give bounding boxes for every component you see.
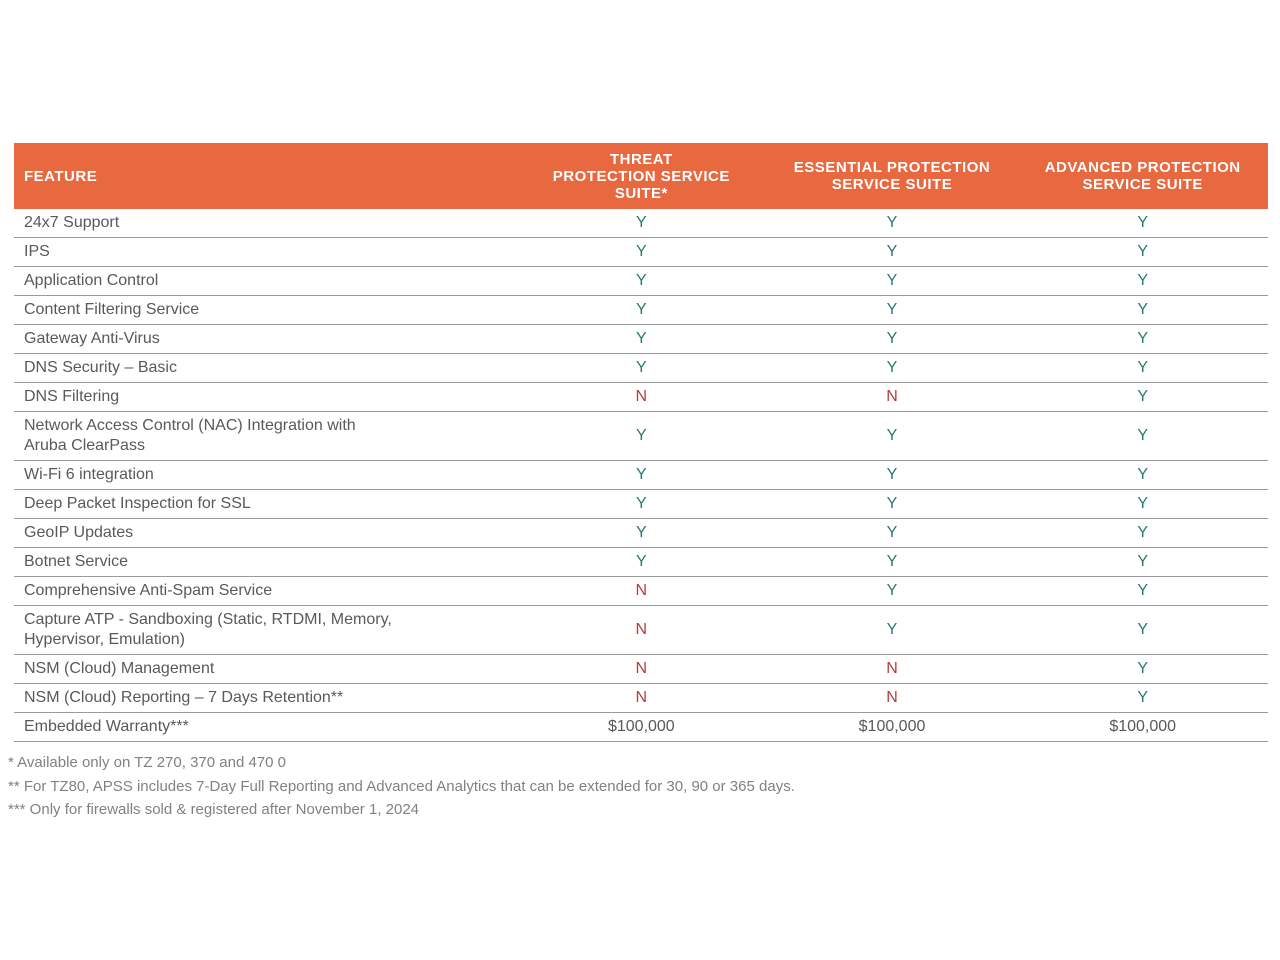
feature-cell: Deep Packet Inspection for SSL — [24, 495, 251, 512]
table-row: DNS Security – Basic Y Y Y — [14, 354, 1268, 383]
feature-cell: DNS Security – Basic — [24, 359, 177, 376]
value-cell: N — [635, 582, 648, 599]
value-cell: Y — [1137, 301, 1149, 318]
feature-cell: GeoIP Updates — [24, 524, 134, 541]
value-cell: $100,000 — [1109, 718, 1177, 735]
feature-cell: Embedded Warranty*** — [24, 718, 189, 735]
value-cell: Y — [1137, 689, 1149, 706]
header-advanced-protection-suite: ADVANCED PROTECTION SERVICE SUITE — [1044, 159, 1241, 193]
header-feature: FEATURE — [24, 167, 98, 185]
feature-cell: Wi-Fi 6 integration — [24, 466, 154, 483]
footnote-3: *** Only for firewalls sold & registered… — [8, 801, 420, 818]
table-body: 24x7 Support Y Y Y IPS Y Y Y Application… — [14, 209, 1268, 742]
value-cell: Y — [886, 359, 898, 376]
header-essential-protection-suite: ESSENTIAL PROTECTION SERVICE SUITE — [793, 159, 991, 193]
feature-cell: DNS Filtering — [24, 388, 120, 405]
value-cell: Y — [1137, 214, 1149, 231]
value-cell: Y — [636, 272, 647, 289]
value-cell: Y — [636, 243, 647, 260]
value-cell: Y — [636, 301, 647, 318]
value-cell: Y — [1137, 388, 1149, 405]
feature-cell: NSM (Cloud) Reporting – 7 Days Retention… — [24, 689, 344, 706]
table-row: Capture ATP - Sandboxing (Static, RTDMI,… — [14, 606, 1268, 655]
value-cell: Y — [886, 524, 898, 541]
value-cell: N — [635, 660, 648, 677]
value-cell: Y — [636, 427, 647, 444]
table-row: DNS Filtering N N Y — [14, 383, 1268, 412]
footnote-2: ** For TZ80, APSS includes 7-Day Full Re… — [8, 777, 795, 795]
table-row: GeoIP Updates Y Y Y — [14, 519, 1268, 548]
footnote-1: * Available only on TZ 270, 370 and 470 … — [8, 754, 286, 771]
feature-cell: IPS — [24, 243, 50, 260]
table-row: IPS Y Y Y — [14, 238, 1268, 267]
value-cell: N — [886, 660, 898, 677]
value-cell: N — [635, 689, 648, 706]
value-cell: Y — [1137, 621, 1149, 638]
value-cell: Y — [636, 466, 647, 483]
value-cell: Y — [636, 524, 647, 541]
value-cell: Y — [886, 243, 898, 260]
value-cell: Y — [886, 301, 898, 318]
table-row: 24x7 Support Y Y Y — [14, 209, 1268, 238]
feature-cell: Gateway Anti-Virus — [24, 330, 160, 347]
value-cell: $100,000 — [858, 718, 926, 735]
feature-cell: Network Access Control (NAC) Integration… — [24, 417, 356, 454]
value-cell: Y — [886, 330, 898, 347]
value-cell: Y — [1137, 359, 1149, 376]
table-row: Deep Packet Inspection for SSL Y Y Y — [14, 490, 1268, 519]
value-cell: Y — [1137, 660, 1149, 677]
value-cell: Y — [886, 582, 898, 599]
value-cell: Y — [886, 621, 898, 638]
table-row: Embedded Warranty*** $100,000 $100,000 $… — [14, 713, 1268, 742]
value-cell: Y — [886, 427, 898, 444]
table-row: Network Access Control (NAC) Integration… — [14, 412, 1268, 461]
value-cell: Y — [1137, 582, 1149, 599]
feature-cell: 24x7 Support — [24, 214, 120, 231]
value-cell: N — [635, 621, 648, 638]
table-row: Application Control Y Y Y — [14, 267, 1268, 296]
value-cell: Y — [886, 495, 898, 512]
value-cell: Y — [1137, 243, 1149, 260]
feature-cell: Application Control — [24, 272, 159, 289]
value-cell: Y — [886, 214, 898, 231]
value-cell: Y — [1137, 330, 1149, 347]
value-cell: Y — [1137, 466, 1149, 483]
feature-cell: Comprehensive Anti-Spam Service — [24, 582, 273, 599]
value-cell: Y — [636, 330, 647, 347]
value-cell: N — [635, 388, 648, 405]
feature-cell: Capture ATP - Sandboxing (Static, RTDMI,… — [24, 611, 392, 648]
value-cell: Y — [886, 272, 898, 289]
table-row: NSM (Cloud) Management N N Y — [14, 655, 1268, 684]
header-threat-protection-suite: THREAT PROTECTION SERVICE SUITE* — [552, 150, 730, 202]
value-cell: Y — [1137, 524, 1149, 541]
feature-cell: NSM (Cloud) Management — [24, 660, 215, 677]
value-cell: Y — [636, 553, 647, 570]
table-row: Wi-Fi 6 integration Y Y Y — [14, 461, 1268, 490]
table-row: Content Filtering Service Y Y Y — [14, 296, 1268, 325]
comparison-table: FEATURE THREAT PROTECTION SERVICE SUITE*… — [14, 143, 1268, 742]
table-row: NSM (Cloud) Reporting – 7 Days Retention… — [14, 684, 1268, 713]
value-cell: N — [886, 689, 898, 706]
value-cell: $100,000 — [607, 718, 675, 735]
value-cell: Y — [636, 495, 647, 512]
table-row: Gateway Anti-Virus Y Y Y — [14, 325, 1268, 354]
value-cell: Y — [636, 214, 647, 231]
value-cell: Y — [886, 553, 898, 570]
table-row: Botnet Service Y Y Y — [14, 548, 1268, 577]
table-header-row: FEATURE THREAT PROTECTION SERVICE SUITE*… — [14, 143, 1268, 209]
value-cell: Y — [636, 359, 647, 376]
feature-cell: Content Filtering Service — [24, 301, 200, 318]
table-row: Comprehensive Anti-Spam Service N Y Y — [14, 577, 1268, 606]
footnotes: * Available only on TZ 270, 370 and 470 … — [8, 751, 795, 822]
value-cell: N — [886, 388, 898, 405]
value-cell: Y — [1137, 272, 1149, 289]
value-cell: Y — [886, 466, 898, 483]
value-cell: Y — [1137, 427, 1149, 444]
value-cell: Y — [1137, 553, 1149, 570]
value-cell: Y — [1137, 495, 1149, 512]
feature-cell: Botnet Service — [24, 553, 129, 570]
